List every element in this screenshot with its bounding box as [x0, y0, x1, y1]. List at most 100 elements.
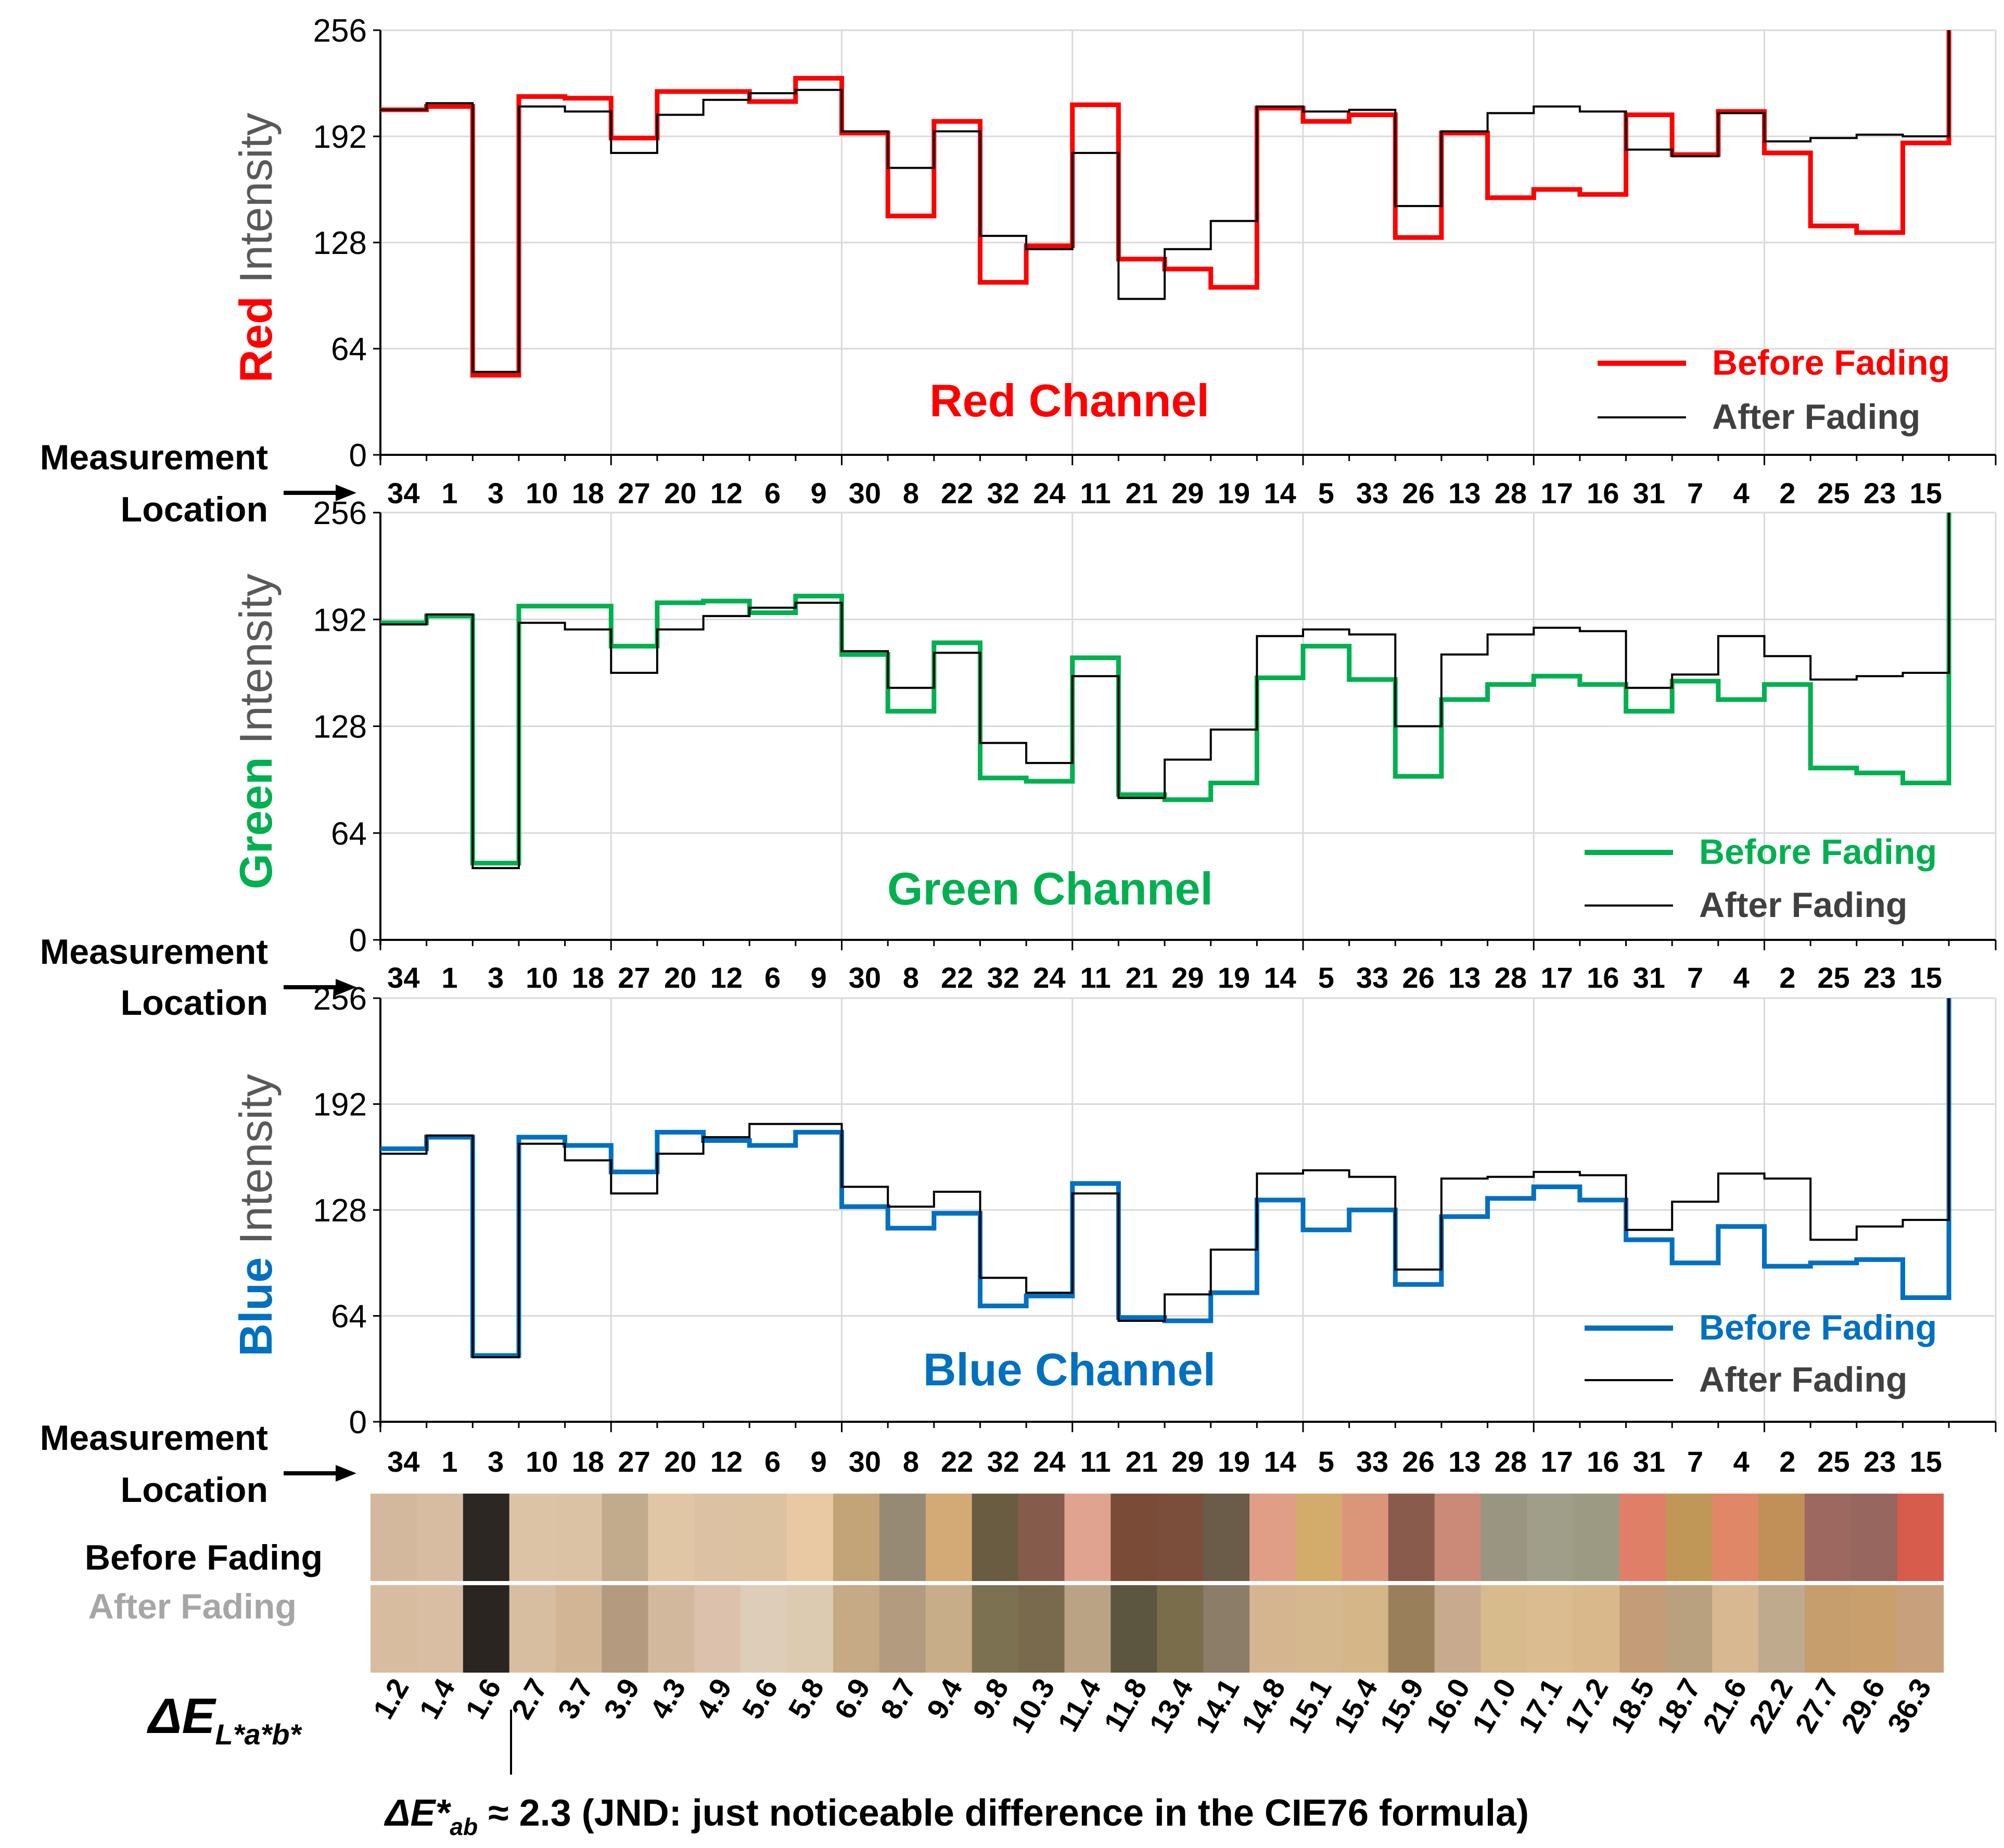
location-tick-label: 29	[1171, 477, 1204, 509]
y-tick-label: 192	[313, 602, 367, 638]
location-tick-label: 12	[710, 477, 743, 509]
location-tick-label: 6	[764, 961, 781, 994]
swatch-before	[509, 1494, 556, 1581]
location-tick-label: 2	[1779, 961, 1795, 994]
delta-e-value: 29.6	[1834, 1673, 1891, 1739]
location-tick-label: 15	[1910, 961, 1942, 994]
location-tick-label: 19	[1218, 1445, 1250, 1478]
legend-label-after: After Fading	[1699, 1360, 1907, 1399]
location-tick-label: 34	[387, 961, 419, 994]
swatch-after	[1527, 1585, 1574, 1673]
location-tick-label: 33	[1356, 477, 1388, 509]
jnd-caption-prefix: ΔE*	[384, 1792, 451, 1834]
location-tick-label: 30	[849, 1445, 881, 1478]
swatch-before	[1804, 1494, 1852, 1581]
y-tick-label: 256	[313, 495, 367, 531]
swatch-after	[648, 1585, 695, 1673]
location-tick-label: 4	[1733, 477, 1750, 509]
location-tick-label: 34	[387, 477, 419, 509]
location-tick-label: 5	[1318, 1445, 1334, 1478]
location-tick-label: 32	[987, 961, 1019, 994]
y-axis-title-rest: Intensity	[230, 1074, 282, 1257]
swatch-after	[509, 1585, 556, 1673]
swatch-before	[1666, 1494, 1713, 1581]
location-tick-label: 8	[903, 477, 919, 509]
location-label: Location	[121, 983, 268, 1023]
swatch-before	[1296, 1494, 1343, 1581]
swatch-after	[1111, 1585, 1157, 1673]
location-tick-label: 7	[1687, 1445, 1703, 1478]
swatch-after	[879, 1585, 926, 1673]
location-label: Location	[121, 490, 268, 529]
swatch-before	[694, 1494, 741, 1581]
swatch-after	[602, 1585, 648, 1673]
swatch-before	[1434, 1494, 1482, 1581]
delta-e-value: 5.8	[782, 1673, 830, 1725]
swatch-before	[1342, 1494, 1389, 1581]
location-tick-label: 22	[941, 477, 973, 509]
swatch-before	[1064, 1494, 1111, 1581]
location-tick-label: 14	[1264, 477, 1296, 509]
delta-e-label-sub: L*a*b*	[215, 1718, 302, 1751]
swatch-before	[648, 1494, 695, 1581]
swatch-after	[972, 1585, 1019, 1673]
legend-label-before: Before Fading	[1712, 343, 1950, 383]
swatch-before	[1111, 1494, 1157, 1581]
swatch-after	[1619, 1585, 1666, 1673]
swatch-after	[1850, 1585, 1898, 1673]
delta-e-value: 17.2	[1558, 1673, 1615, 1739]
swatch-before	[1573, 1494, 1620, 1581]
location-tick-label: 6	[764, 477, 781, 509]
delta-e-value: 3.9	[597, 1673, 645, 1725]
location-tick-label: 21	[1126, 961, 1158, 994]
delta-e-value: 17.0	[1465, 1673, 1522, 1739]
location-tick-label: 31	[1633, 961, 1665, 994]
measurement-label: Measurement	[40, 932, 268, 972]
swatch-before	[879, 1494, 926, 1581]
delta-e-label-main: ΔE	[147, 1688, 216, 1744]
measurement-label: Measurement	[40, 1418, 268, 1458]
swatch-before	[741, 1494, 787, 1581]
swatch-after	[1342, 1585, 1389, 1673]
location-tick-label: 8	[903, 1445, 919, 1478]
swatch-before	[1850, 1494, 1898, 1581]
location-tick-label: 31	[1633, 477, 1665, 509]
swatch-after	[416, 1585, 464, 1673]
location-tick-label: 13	[1448, 477, 1480, 509]
location-tick-label: 5	[1318, 477, 1334, 509]
legend-label-after: After Fading	[1712, 397, 1920, 437]
location-tick-label: 28	[1495, 1445, 1527, 1478]
swatch-before	[972, 1494, 1019, 1581]
swatch-before	[1527, 1494, 1574, 1581]
delta-e-value: 10.3	[1004, 1673, 1061, 1739]
location-tick-label: 9	[811, 477, 827, 509]
swatch-before	[833, 1494, 880, 1581]
location-tick-label: 20	[664, 961, 696, 994]
swatch-after	[925, 1585, 973, 1673]
location-tick-label: 18	[572, 477, 604, 509]
location-tick-label: 21	[1126, 477, 1158, 509]
swatch-before	[1249, 1494, 1296, 1581]
y-axis-title-green: Green Intensity	[230, 573, 282, 889]
swatch-after	[1712, 1585, 1759, 1673]
location-tick-label: 1	[441, 1445, 457, 1478]
y-axis-title-blue: Blue Intensity	[230, 1074, 282, 1357]
location-tick-label: 8	[903, 961, 919, 994]
location-tick-label: 26	[1402, 961, 1434, 994]
delta-e-value: 15.9	[1373, 1673, 1430, 1739]
y-tick-label: 128	[313, 1193, 367, 1229]
measurement-label: Measurement	[40, 438, 268, 477]
location-tick-label: 25	[1817, 477, 1849, 509]
delta-e-value: 8.7	[874, 1673, 922, 1725]
jnd-caption-text: ≈ 2.3 (JND: just noticeable difference i…	[478, 1792, 1529, 1834]
location-tick-label: 6	[764, 1445, 781, 1478]
swatch-before	[1619, 1494, 1666, 1581]
y-tick-label: 0	[349, 923, 367, 959]
location-tick-label: 11	[1080, 477, 1111, 509]
location-tick-label: 33	[1356, 1445, 1388, 1478]
location-tick-label: 7	[1687, 477, 1703, 509]
location-tick-label: 22	[941, 1445, 973, 1478]
delta-e-value: 22.2	[1742, 1673, 1799, 1739]
location-tick-label: 5	[1318, 961, 1334, 994]
